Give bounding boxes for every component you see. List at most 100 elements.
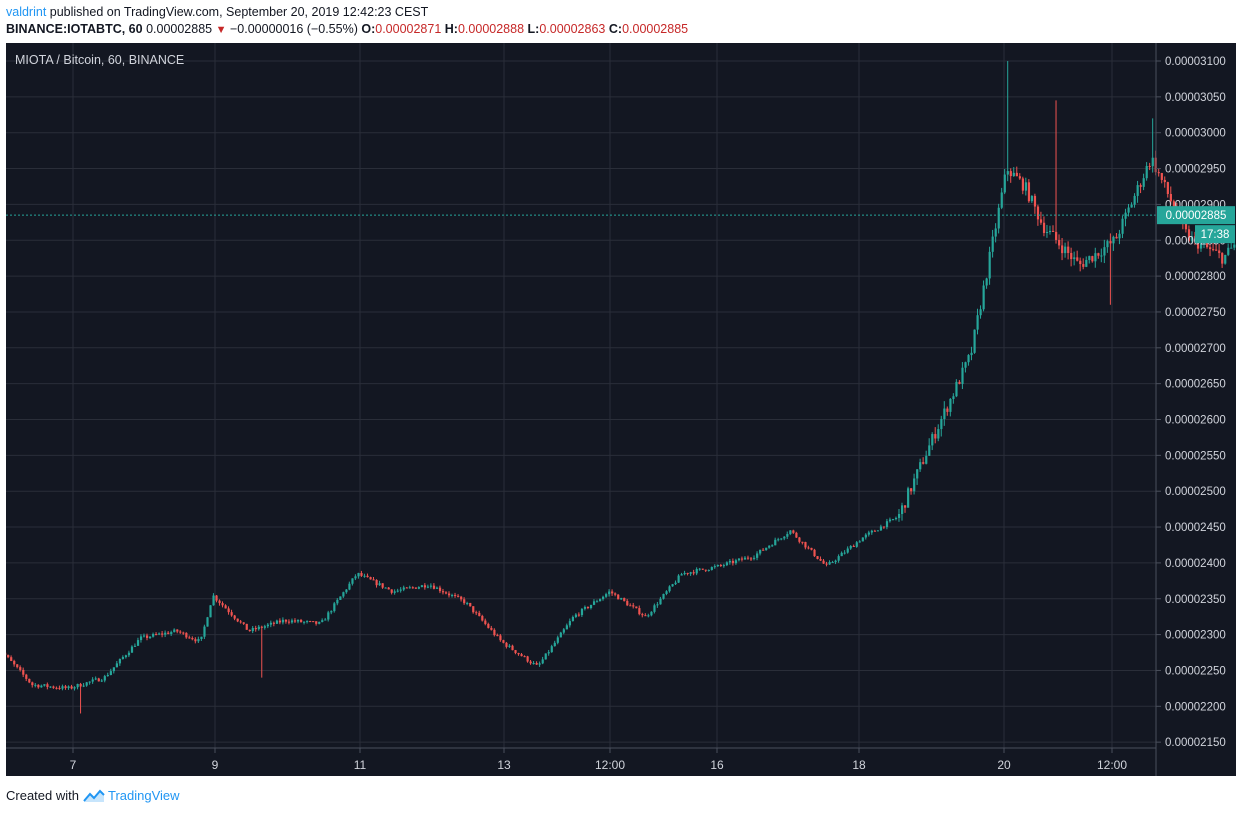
candle-body — [801, 541, 804, 543]
candle-body — [1033, 195, 1037, 207]
candle-body — [206, 617, 209, 627]
candle-body — [221, 603, 224, 606]
candle-body — [623, 598, 626, 601]
time-tick-label: 11 — [354, 758, 367, 772]
candle-body — [263, 626, 266, 628]
symbol-info-line: BINANCE:IOTABTC, 60 0.00002885 ▼ −0.0000… — [6, 22, 688, 36]
candle-body — [1003, 174, 1006, 193]
candle-body — [130, 646, 134, 653]
candle-body — [620, 598, 623, 600]
candle-body — [940, 419, 943, 430]
candle-body — [1184, 222, 1188, 230]
candle-body — [701, 568, 704, 570]
candle-body — [49, 686, 52, 688]
price-tick-label: 0.00002500 — [1165, 486, 1226, 498]
time-tick-label: 9 — [212, 758, 219, 772]
candle-body — [810, 547, 813, 550]
candle-body — [828, 562, 831, 565]
price-tick-label: 0.00002800 — [1165, 271, 1226, 283]
candle-body — [1103, 247, 1106, 256]
candle-body — [354, 576, 357, 579]
candle-body — [158, 633, 161, 635]
candle-body — [438, 587, 442, 592]
price-axis[interactable] — [1156, 43, 1236, 776]
candle-body — [638, 608, 641, 615]
tradingview-link[interactable]: TradingView — [107, 788, 180, 803]
candle-body — [882, 526, 886, 528]
candle-body — [689, 572, 692, 574]
candle-body — [523, 656, 526, 658]
candle-body — [142, 635, 146, 637]
candle-body — [535, 663, 538, 665]
candle-body — [52, 686, 55, 688]
candle-body — [224, 605, 227, 609]
candle-body — [511, 645, 514, 651]
candle-body — [910, 488, 913, 492]
candle-body — [481, 615, 484, 621]
candle-body — [901, 505, 904, 514]
last-price: 0.00002885 — [146, 22, 213, 36]
candle-body — [1124, 212, 1127, 219]
candle-body — [774, 539, 777, 546]
candle-body — [722, 565, 726, 567]
low-label: L: — [527, 22, 540, 36]
candle-body — [432, 585, 436, 589]
candle-body — [1142, 178, 1145, 187]
candle-body — [571, 616, 575, 622]
candle-body — [813, 549, 816, 557]
candle-body — [985, 278, 988, 286]
candle-body — [602, 596, 605, 600]
candle-body — [1100, 255, 1103, 257]
candle-body — [121, 657, 125, 659]
candle-body — [1048, 230, 1052, 232]
candle-body — [233, 615, 236, 619]
candle-body — [435, 587, 439, 589]
author-link[interactable]: valdrint — [6, 5, 47, 19]
candle-body — [719, 564, 722, 566]
candle-body — [76, 683, 79, 688]
candle-body — [460, 596, 463, 600]
candle-body — [372, 579, 375, 581]
candle-body — [155, 634, 158, 636]
plot-area[interactable] — [6, 43, 1156, 748]
candle-body — [750, 558, 753, 560]
candle-body — [1230, 247, 1233, 249]
candle-body — [67, 686, 70, 689]
candle-body — [13, 660, 16, 665]
candle-body — [297, 619, 300, 622]
candle-body — [538, 663, 541, 665]
candle-body — [1055, 231, 1058, 240]
candle-body — [599, 599, 602, 602]
price-tick-label: 0.00002350 — [1165, 594, 1226, 606]
candle-body — [242, 622, 245, 624]
candle-body — [324, 619, 327, 621]
candle-body — [55, 687, 58, 689]
candle-body — [514, 650, 517, 654]
candle-body — [28, 678, 31, 683]
candle-body — [25, 674, 28, 679]
candle-body — [1045, 231, 1049, 233]
candle-body — [695, 569, 698, 574]
candle-body — [82, 685, 85, 687]
candle-body — [734, 560, 738, 564]
candle-body — [1133, 195, 1136, 205]
candle-body — [109, 671, 112, 675]
candle-body — [976, 315, 979, 330]
candle-body — [1058, 239, 1061, 246]
time-tick-label: 13 — [497, 758, 511, 772]
candle-body — [611, 591, 614, 594]
time-axis[interactable] — [6, 748, 1156, 776]
candle-body — [1006, 171, 1009, 175]
candle-body — [173, 629, 176, 633]
candle-body — [91, 679, 94, 682]
candle-body — [825, 563, 828, 565]
candle-body — [677, 575, 680, 583]
candle-body — [1145, 165, 1148, 179]
symbol-label: BINANCE:IOTABTC, 60 — [6, 22, 143, 36]
candle-body — [1067, 246, 1070, 253]
candle-body — [197, 638, 200, 642]
candle-body — [393, 591, 396, 593]
candle-body — [451, 594, 454, 596]
candlestick-chart[interactable]: 0.00003100 0.00003050 0.00003000 0.00002950… — [6, 43, 1236, 776]
candle-body — [321, 620, 324, 622]
